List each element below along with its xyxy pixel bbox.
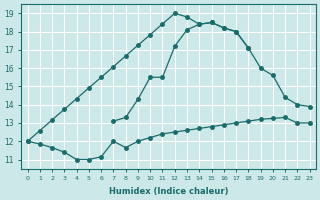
X-axis label: Humidex (Indice chaleur): Humidex (Indice chaleur) xyxy=(109,187,228,196)
